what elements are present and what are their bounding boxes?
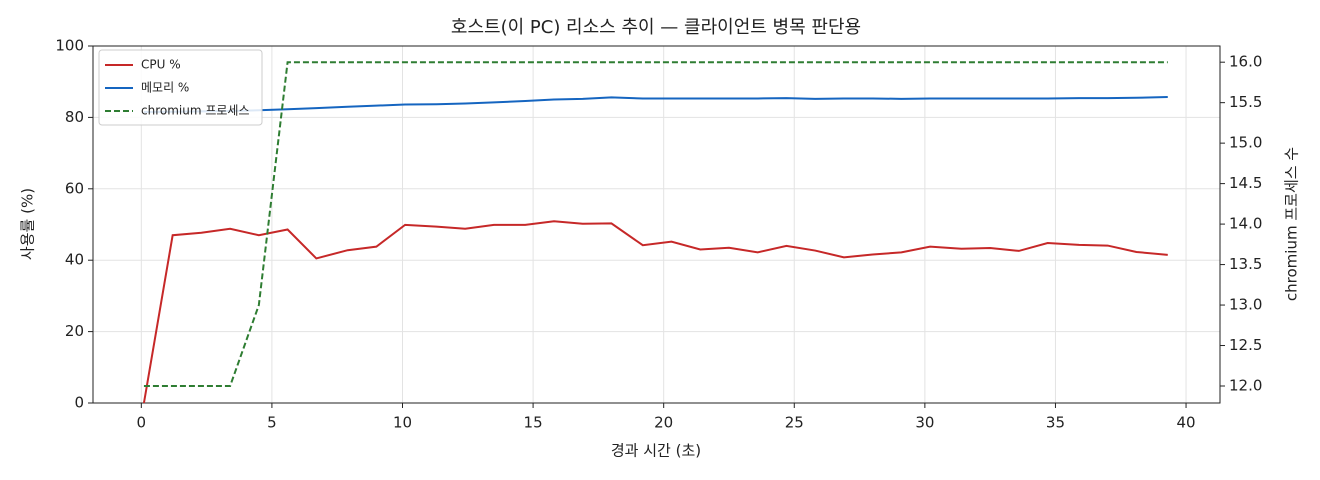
y2-tick-label: 15.5 [1229,93,1262,111]
x-tick-label: 15 [524,414,543,432]
y-tick-label: 40 [65,251,84,269]
y2-tick-label: 14.5 [1229,174,1262,192]
plot-frame [92,45,1221,404]
chart-title: 호스트(이 PC) 리소스 추이 — 클라이언트 병목 판단용 [451,17,861,38]
y-tick-label: 60 [65,179,84,197]
x-tick-label: 30 [915,414,934,432]
series-line [143,96,1168,114]
x-tick-label: 40 [1176,414,1195,432]
x-tick-label: 0 [137,414,147,432]
x-tick-label: 25 [785,414,804,432]
legend-box [98,49,263,126]
x-tick-label: 10 [393,414,412,432]
y-tick-label: 100 [55,37,84,55]
x-axis-label: 경과 시간 (초) [611,442,701,460]
y2-tick-label: 13.0 [1229,296,1262,314]
y2-tick-label: 13.5 [1229,255,1262,273]
legend-label: chromium 프로세스 [141,104,250,118]
x-tick-label: 5 [267,414,277,432]
y2-tick-label: 15.0 [1229,134,1262,152]
y-tick-label: 80 [65,108,84,126]
legend-label: 메모리 % [141,81,189,95]
x-tick-label: 35 [1046,414,1065,432]
legend-label: CPU % [141,58,181,72]
series-line [142,220,1168,404]
y2-tick-label: 16.0 [1229,53,1262,71]
y2-axis-label: chromium 프로세스 수 [1283,147,1301,301]
legend: CPU % 메모리 % chromium 프로세스 [98,49,263,126]
y2-tick-label: 12.0 [1229,377,1262,395]
y2-tick-label: 14.0 [1229,215,1262,233]
y-tick-label: 20 [65,322,84,340]
y-axis-label: 사용률 (%) [19,188,37,260]
y-tick-label: 0 [74,394,84,412]
y2-tick-label: 12.5 [1229,336,1262,354]
series-line [143,61,1168,387]
x-tick-label: 20 [654,414,673,432]
